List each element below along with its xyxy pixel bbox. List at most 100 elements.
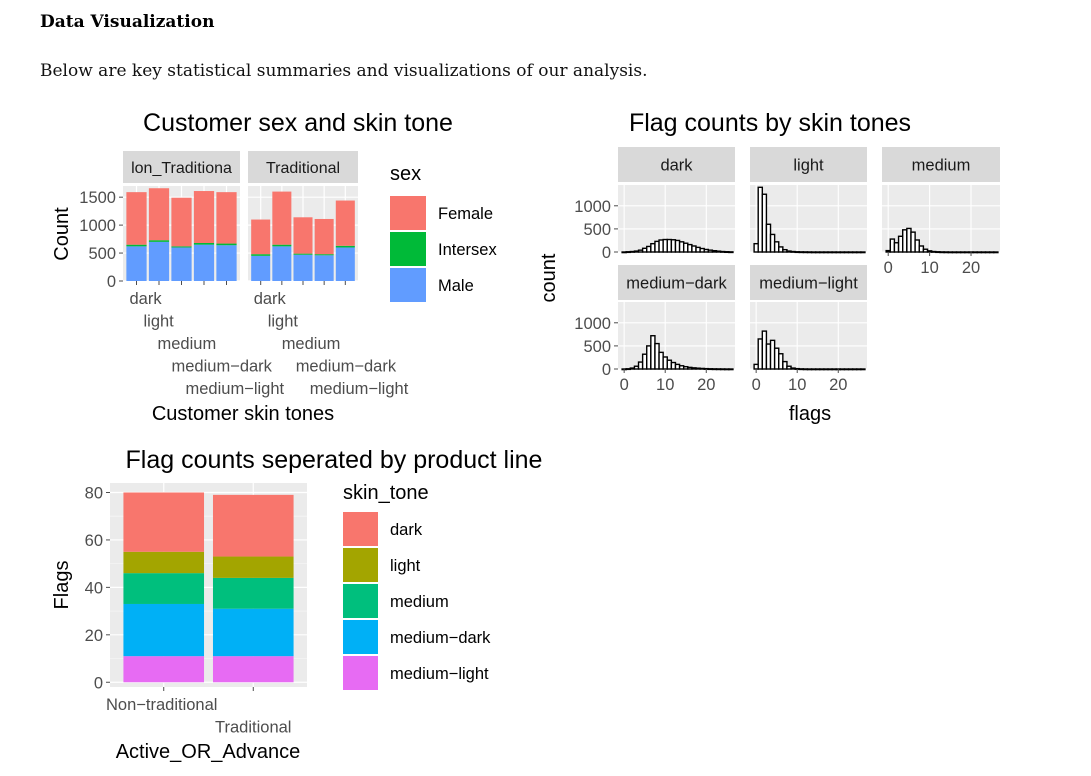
chart2-xtick-label: 20 — [697, 376, 715, 394]
chart2-strip-mediumdark — [618, 265, 735, 300]
chart1-bar-intersex — [293, 253, 313, 255]
chart2-hist-bar — [782, 360, 788, 370]
chart1-bar-female — [272, 191, 292, 245]
chart2-xtick-label: 20 — [829, 376, 847, 394]
chart1-strip-2-label: Traditional — [266, 160, 340, 177]
chart2-xtick-label: 10 — [656, 376, 674, 394]
chart3-legend-swatch-light — [343, 548, 378, 582]
chart2-strip-mediumdark-label: medium−dark — [626, 275, 727, 293]
chart3-ytick-label: 0 — [94, 674, 103, 692]
chart3-bar-dark — [123, 492, 205, 552]
chart2-strip-mediumlight-label: medium−light — [759, 275, 858, 293]
chart1-bar-intersex — [148, 240, 170, 242]
chart1-ylabel: Count — [51, 207, 73, 261]
chart1-xtick-label: dark — [254, 290, 287, 308]
chart2-xtick-label: 0 — [884, 259, 893, 277]
chart1-xtick-label: medium−dark — [172, 358, 273, 376]
chart1-ytick-label: 500 — [88, 245, 116, 263]
chart1-bar-male — [251, 255, 271, 281]
chart1-xtick-label: medium−dark — [296, 358, 397, 376]
chart3-bar-medium — [212, 577, 294, 609]
chart-customer-sex-skin-tone: Customer sex and skin tone lon_Tradition… — [51, 109, 497, 425]
chart1-bar-female — [216, 192, 237, 244]
chart1-bar-male — [335, 247, 355, 281]
chart2-xtick-label: 0 — [752, 376, 761, 394]
chart3-bar-mediumdark — [123, 603, 205, 657]
chart3-legend-label-mediumdark: medium−dark — [390, 629, 491, 647]
chart2-hist-bar — [728, 251, 734, 254]
chart3-legend-label-light: light — [390, 557, 421, 575]
chart1-xtick-label: light — [144, 313, 175, 331]
chart1-bar-female — [193, 191, 215, 243]
chart3-legend-swatch-dark — [343, 512, 378, 546]
chart2-ytick-label: 500 — [583, 338, 611, 356]
chart1-bar-intersex — [272, 244, 292, 247]
chart3-bar-light — [123, 551, 205, 574]
chart1-xlabel: Customer skin tones — [152, 403, 334, 425]
chart1-bar-female — [126, 192, 147, 245]
chart1-bar-male — [126, 246, 147, 281]
chart3-legend-swatch-mediumlight — [343, 656, 378, 690]
chart3-xtick-label: Traditional — [215, 719, 291, 737]
chart3-bar-dark — [212, 494, 294, 557]
chart1-bar-intersex — [126, 244, 147, 247]
chart3-legend-label-mediumlight: medium−light — [390, 665, 489, 683]
chart3-legend-title: skin_tone — [343, 482, 429, 504]
chart2-strip-light-label: light — [793, 157, 824, 175]
chart1-strip-1-label: lon_Traditiona — [131, 160, 232, 177]
chart2-xtick-label: 10 — [920, 259, 938, 277]
chart1-bar-male — [216, 245, 237, 281]
chart3-legend-label-medium: medium — [390, 593, 449, 611]
chart2-xtick-label: 20 — [962, 259, 980, 277]
page-heading: Data Visualization — [40, 12, 215, 32]
chart2-xtick-label: 0 — [620, 376, 629, 394]
chart1-title: Customer sex and skin tone — [143, 109, 453, 137]
chart3-legend-label-dark: dark — [390, 521, 423, 539]
chart1-legend-swatch-male — [390, 268, 426, 302]
chart2-hist-bar — [993, 251, 999, 254]
chart1-legend-label-male: Male — [438, 277, 474, 295]
chart2-hist-bar — [860, 251, 866, 254]
chart3-ytick-label: 80 — [85, 484, 103, 502]
chart2-ytick-label: 500 — [583, 221, 611, 239]
chart1-bar-female — [314, 218, 334, 255]
chart2-strip-mediumlight — [750, 265, 867, 300]
chart1-strip-1 — [123, 151, 240, 183]
chart3-ylabel: Flags — [51, 561, 73, 610]
chart2-strip-medium-label: medium — [912, 157, 971, 175]
chart1-bar-male — [293, 254, 313, 281]
chart1-xtick-label: dark — [130, 290, 163, 308]
chart1-bar-intersex — [251, 254, 271, 256]
chart2-ytick-label: 1000 — [574, 315, 611, 333]
intro-paragraph: Below are key statistical summaries and … — [40, 61, 648, 81]
chart2-ytick-label: 0 — [602, 361, 611, 379]
chart2-strip-medium — [882, 147, 1000, 182]
chart1-bar-female — [148, 188, 170, 241]
chart1-bar-intersex — [216, 243, 237, 246]
chart1-xtick-label: medium — [282, 335, 341, 353]
chart3-ytick-label: 20 — [85, 627, 103, 645]
chart2-xtick-label: 10 — [788, 376, 806, 394]
chart1-strip-2 — [248, 151, 358, 183]
chart3-legend-swatch-mediumdark — [343, 620, 378, 654]
chart1-xtick-label: light — [268, 313, 299, 331]
chart1-bar-female — [171, 197, 192, 247]
chart1-bar-intersex — [335, 245, 355, 248]
chart2-hist-bar — [761, 193, 768, 253]
chart3-xtick-label: Non−traditional — [106, 696, 217, 714]
chart1-xtick-label: medium — [158, 335, 217, 353]
chart2-strip-light — [750, 147, 867, 182]
chart-flag-counts-skin-tones: Flag counts by skin tones dark05001000li… — [538, 109, 1000, 425]
chart1-ytick-label: 1500 — [79, 189, 116, 207]
chart1-bar-male — [148, 241, 170, 281]
chart2-hist-bar — [728, 368, 734, 371]
chart1-xtick-label: medium−light — [310, 380, 409, 398]
chart1-legend-title: sex — [390, 163, 421, 185]
chart1-bar-intersex — [171, 246, 192, 248]
chart1-xtick-label: medium−light — [186, 380, 285, 398]
chart1-ytick-label: 1000 — [79, 217, 116, 235]
chart1-legend-swatch-female — [390, 196, 426, 230]
chart2-ytick-label: 0 — [602, 244, 611, 262]
chart2-ytick-label: 1000 — [574, 198, 611, 216]
chart1-ytick-label: 0 — [107, 273, 116, 291]
